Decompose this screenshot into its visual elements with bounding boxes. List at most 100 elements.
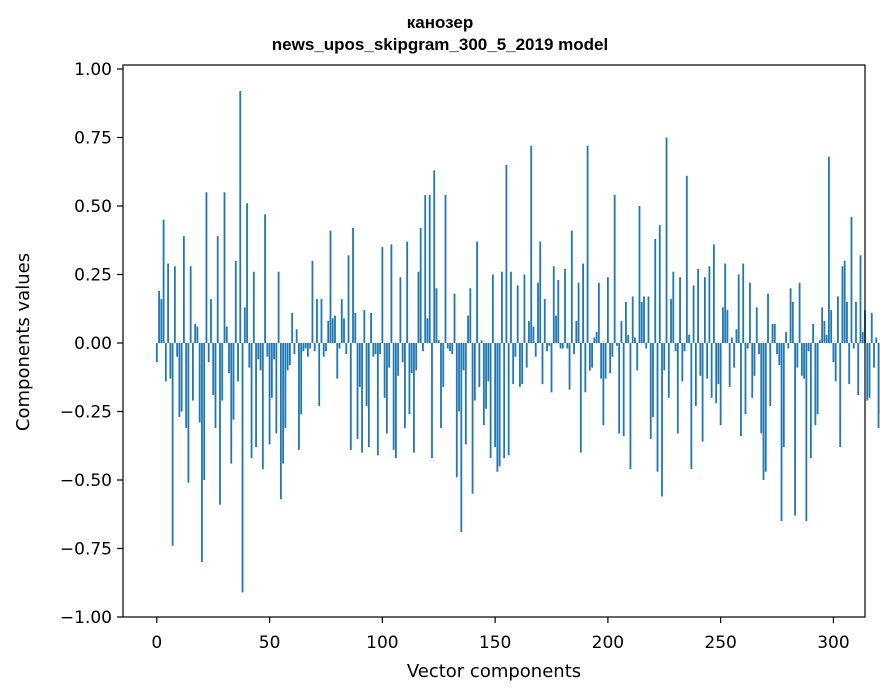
bar (419, 227, 422, 343)
bar (776, 343, 778, 354)
y-tick-label: −0.25 (60, 403, 112, 423)
bar (821, 307, 824, 343)
bar (550, 343, 553, 393)
bar (676, 343, 679, 434)
bar (243, 307, 246, 343)
bar (473, 343, 476, 401)
bar (210, 299, 212, 343)
bar (230, 343, 233, 464)
bar (708, 266, 711, 343)
bar (413, 343, 415, 453)
bar (478, 343, 481, 387)
bar (160, 299, 163, 343)
bar (431, 343, 433, 459)
bar (688, 334, 690, 343)
bar (192, 343, 194, 401)
bar (482, 343, 485, 426)
bar (672, 271, 675, 343)
bar (568, 343, 571, 390)
x-axis-label: Vector components (407, 661, 581, 682)
bar (746, 343, 749, 349)
bar (385, 343, 388, 434)
bar (320, 299, 323, 343)
bar (437, 340, 440, 343)
bar (331, 318, 334, 343)
bar (640, 301, 643, 343)
bar (805, 343, 808, 522)
bar (661, 343, 663, 497)
bar (374, 343, 377, 354)
bar (681, 343, 684, 382)
bar (670, 299, 672, 343)
bar (722, 307, 724, 343)
bar (169, 343, 172, 379)
bar (753, 343, 756, 376)
bar (196, 326, 199, 343)
bar (697, 269, 699, 343)
bar (489, 343, 492, 459)
bar (622, 343, 625, 437)
bar (525, 343, 528, 368)
bar (207, 343, 210, 363)
bar (182, 236, 185, 343)
bar (336, 343, 339, 379)
bar (410, 343, 413, 374)
bar (728, 343, 731, 387)
bar (205, 192, 208, 343)
bar (726, 310, 729, 343)
bar (737, 274, 740, 343)
bar (791, 301, 794, 343)
bar (500, 271, 503, 343)
bar (609, 343, 612, 374)
bar (261, 343, 264, 470)
bar (850, 216, 853, 343)
bar (358, 343, 361, 387)
bar (719, 343, 722, 426)
bar (715, 343, 718, 404)
bar (541, 343, 544, 385)
bar (455, 343, 458, 478)
bar (248, 343, 251, 368)
bar (397, 343, 400, 376)
bar (187, 343, 190, 483)
bar (334, 315, 336, 343)
bar (201, 343, 203, 563)
bar (494, 343, 497, 448)
bar (796, 343, 799, 368)
bar (586, 145, 589, 343)
bar (214, 343, 217, 428)
bar (839, 343, 842, 448)
bar (462, 343, 465, 371)
bar (861, 332, 864, 343)
bar (652, 343, 654, 417)
bar (794, 343, 796, 516)
bar (798, 282, 801, 343)
bar (679, 277, 681, 343)
x-tick-label: 300 (817, 633, 849, 653)
bar (325, 343, 327, 352)
bar (733, 343, 736, 368)
bar (424, 195, 427, 343)
bar (778, 343, 781, 365)
bar (731, 337, 733, 343)
bar (189, 266, 192, 343)
bar (654, 238, 657, 343)
bar (685, 175, 688, 343)
bar (356, 343, 359, 439)
bar (401, 343, 404, 363)
bar (476, 241, 478, 343)
bar (268, 343, 271, 445)
bar (602, 343, 605, 426)
bar (577, 282, 580, 343)
bar (284, 343, 287, 428)
bar (390, 244, 393, 343)
bar (694, 343, 697, 407)
bar (496, 343, 499, 472)
bar (755, 307, 758, 343)
bar (176, 343, 179, 357)
bar (212, 343, 215, 396)
x-tick-label: 0 (151, 633, 162, 653)
bar (516, 285, 519, 343)
chart-subtitle: news_upos_skipgram_300_5_2019 model (271, 35, 609, 54)
bar (767, 293, 769, 343)
